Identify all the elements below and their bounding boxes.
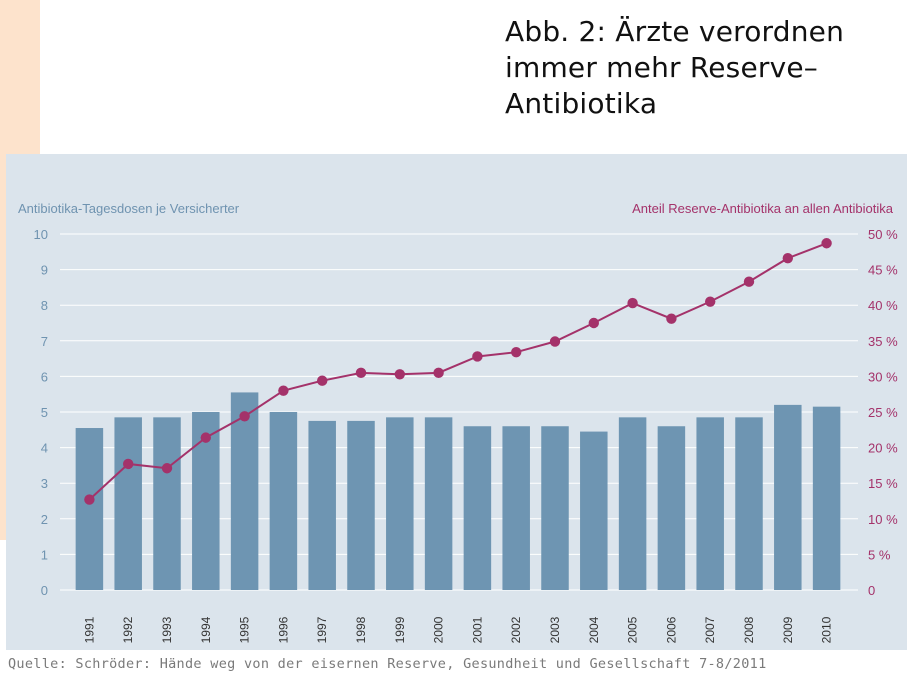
right-tick-label: 5 %: [868, 547, 891, 562]
right-tick-label: 45 %: [868, 263, 898, 278]
right-tick-label: 0: [868, 583, 875, 598]
point-2010: [821, 238, 832, 249]
point-1994: [200, 432, 211, 443]
right-tick-label: 20 %: [868, 441, 898, 456]
bar-2001: [463, 426, 492, 590]
left-tick-label: 5: [41, 405, 48, 420]
bar-1997: [308, 420, 336, 590]
point-1993: [161, 463, 173, 474]
x-tick-label: 1998: [354, 616, 368, 643]
bar-2000: [424, 417, 453, 590]
x-tick-label: 2004: [587, 616, 601, 643]
bar-2003: [541, 426, 569, 590]
left-tick-label: 4: [41, 441, 48, 456]
bar-1991: [75, 428, 104, 590]
point-1997: [317, 375, 328, 386]
bar-1996: [269, 412, 298, 590]
left-tick-label: 0: [41, 583, 48, 598]
right-tick-label: 10 %: [868, 512, 898, 527]
x-tick-label: 1997: [315, 616, 329, 643]
left-tick-label: 7: [41, 334, 48, 349]
point-1996: [278, 385, 289, 396]
bar-2004: [580, 431, 608, 590]
left-tick-label: 1: [41, 547, 48, 562]
left-tick-label: 2: [41, 512, 48, 527]
bar-1993: [153, 417, 181, 590]
left-tick-label: 9: [41, 263, 48, 278]
bar-2006: [657, 426, 686, 590]
right-tick-label: 25 %: [868, 405, 898, 420]
left-axis-label: Antibiotika-Tagesdosen je Versicherter: [18, 201, 240, 216]
point-1998: [355, 367, 367, 379]
point-2006: [666, 313, 677, 324]
point-2007: [705, 296, 716, 307]
point-2000: [433, 367, 444, 379]
point-2009: [782, 253, 793, 264]
bar-2005: [618, 417, 647, 590]
bar-2007: [696, 417, 724, 590]
bar-1999: [386, 417, 414, 590]
line-series: [88, 242, 827, 501]
point-1991: [84, 494, 95, 505]
x-tick-label: 1991: [82, 616, 96, 643]
bar-1992: [114, 417, 142, 590]
x-tick-label: 2009: [781, 616, 795, 643]
x-axis-ticks: 1991 1992 1993 1994 1995 1996 1997 1998 1999 2000…: [82, 616, 833, 643]
right-tick-label: 30 %: [868, 369, 898, 384]
right-tick-label: 40 %: [868, 298, 898, 313]
bar-series: [75, 392, 841, 590]
bar-1995: [230, 392, 259, 590]
right-tick-label: 50 %: [868, 227, 898, 242]
left-tick-label: 8: [41, 298, 48, 313]
figure-title-line-1: Abb. 2: Ärzte verordnen: [505, 15, 845, 48]
bar-2010: [812, 406, 841, 590]
share-line: [88, 242, 827, 501]
left-tick-label: 10: [34, 227, 48, 242]
point-2002: [511, 346, 522, 358]
x-tick-label: 1996: [276, 616, 290, 643]
source-citation: Quelle: Schröder: Hände weg von der eise…: [8, 656, 767, 672]
point-2001: [472, 351, 483, 362]
right-tick-label: 35 %: [868, 334, 898, 349]
x-tick-label: 2010: [820, 616, 834, 643]
x-tick-label: 2001: [470, 616, 484, 643]
right-tick-label: 15 %: [868, 476, 898, 491]
point-1999: [394, 369, 405, 380]
x-tick-label: 2008: [742, 616, 756, 643]
right-axis-label: Anteil Reserve-Antibiotika an allen Anti…: [632, 201, 894, 216]
point-2008: [743, 276, 755, 287]
x-tick-label: 1992: [121, 616, 135, 643]
x-tick-label: 2006: [664, 616, 678, 643]
point-2005: [627, 297, 638, 309]
right-axis-ticks: 0 5 % 10 % 15 % 20 % 25 % 30 % 35 % 40 % 45 % 50 %: [868, 227, 898, 598]
x-tick-label: 2005: [626, 616, 640, 643]
x-tick-label: 2003: [548, 616, 562, 643]
point-1992: [123, 458, 134, 470]
line-points: [84, 238, 832, 505]
figure-title-line-2: immer mehr Reserve–: [505, 51, 818, 84]
bar-2009: [774, 404, 802, 590]
left-tick-label: 6: [41, 369, 48, 384]
point-2003: [549, 336, 561, 347]
x-tick-label: 2002: [509, 616, 523, 643]
figure-title: Abb. 2: Ärzte verordnen immer mehr Reser…: [505, 14, 905, 122]
x-tick-label: 1995: [238, 616, 252, 643]
bar-2002: [502, 426, 530, 590]
bar-2008: [735, 417, 763, 590]
x-tick-label: 1993: [160, 616, 174, 643]
left-axis-ticks: 0 1 2 3 4 5 6 7 8 9 10: [34, 227, 48, 598]
x-tick-label: 2007: [703, 616, 717, 643]
left-tick-label: 3: [41, 476, 48, 491]
x-tick-label: 1994: [199, 616, 213, 643]
point-1995: [239, 411, 250, 422]
x-tick-label: 1999: [393, 616, 407, 643]
figure-title-line-3: Antibiotika: [505, 87, 658, 120]
point-2004: [588, 317, 599, 329]
bar-1998: [347, 420, 375, 590]
x-tick-label: 2000: [432, 616, 446, 643]
